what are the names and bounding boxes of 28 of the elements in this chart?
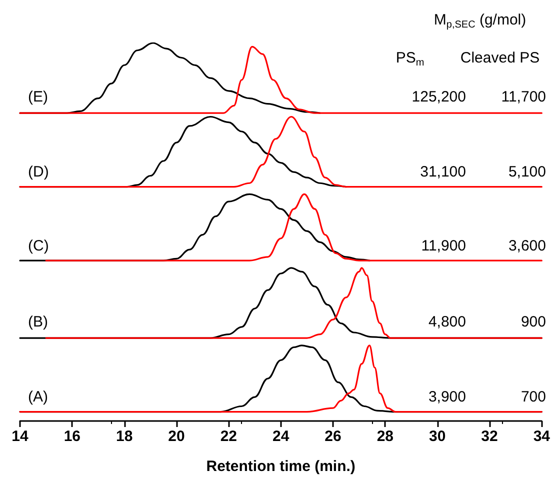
x-tick-label: 32 [481, 428, 498, 445]
annotation: (C) [28, 238, 49, 254]
annotation: 11,900 [421, 238, 466, 254]
x-axis-title: Retention time (min.) [206, 458, 356, 475]
annotation: (D) [28, 164, 49, 180]
annotation: 125,200 [412, 88, 466, 106]
x-tick-label: 18 [116, 428, 133, 445]
x-tick-label: 30 [428, 428, 446, 445]
annotation: 31,100 [420, 164, 466, 180]
annotation: 11,700 [501, 88, 546, 106]
x-tick-label: 20 [168, 428, 185, 445]
x-tick-label: 22 [220, 428, 238, 445]
annotation: (E) [28, 88, 48, 106]
annotation: 3,900 [428, 388, 466, 406]
x-tick-label: 16 [64, 428, 81, 445]
x-tick-label: 28 [376, 428, 394, 445]
x-tick-label: 26 [324, 428, 342, 445]
x-tick-label: 14 [12, 428, 29, 445]
x-tick-label: 24 [272, 428, 290, 445]
annotation: Cleaved PS [460, 50, 540, 66]
x-tick-label: 34 [533, 428, 551, 445]
annotation: (A) [28, 388, 48, 406]
annotation: 900 [520, 314, 546, 330]
annotation: 5,100 [508, 164, 546, 180]
annotation: 700 [520, 388, 546, 406]
annotation: 3,600 [508, 238, 546, 254]
annotation: (B) [28, 314, 48, 330]
annotation: 4,800 [428, 314, 466, 330]
